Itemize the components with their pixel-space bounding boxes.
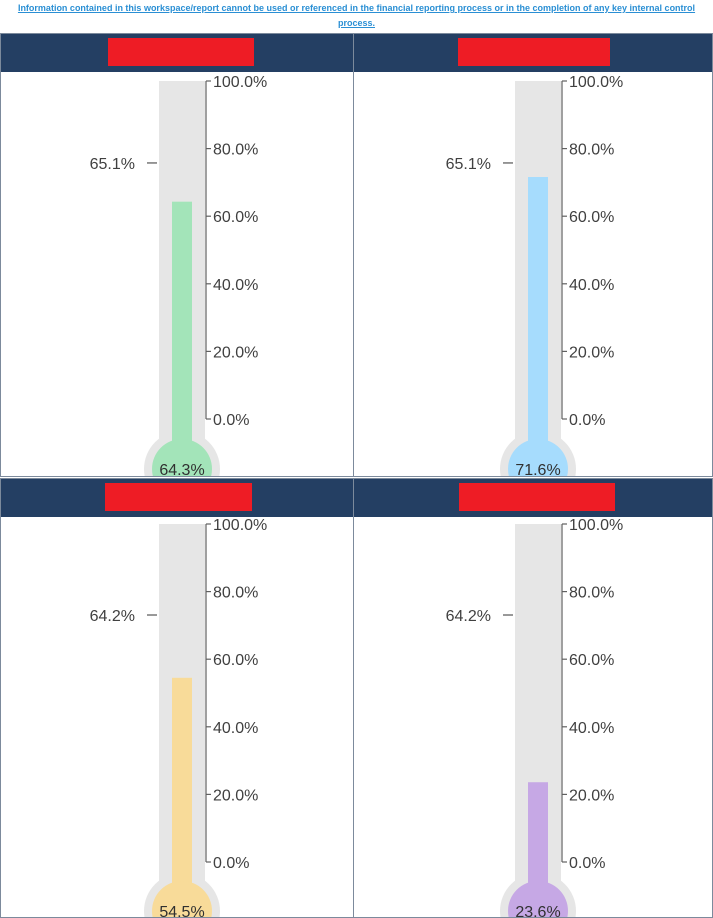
disclaimer-link[interactable]: Information contained in this workspace/… (0, 0, 713, 32)
disclaimer-line-2[interactable]: process. (337, 18, 376, 28)
tick-label: 40.0% (569, 277, 614, 294)
value-label: 71.6% (515, 462, 560, 477)
redacted-title (108, 38, 254, 66)
thermometer-panel-2: 71.6% 0.0% 20.0% 40.0% 60.0% 80.0% 100.0% 65.1% (353, 33, 713, 477)
thermometer-fill (528, 176, 548, 469)
redacted-title (459, 483, 615, 511)
thermometer-bulb-fill (152, 881, 212, 917)
tick-label: 100.0% (213, 517, 267, 534)
panel-header (354, 479, 712, 517)
thermometer-chart: 23.6% 0.0% 20.0% 40.0% 60.0% 80.0% 100.0% 64.2% (446, 517, 623, 918)
tick-label: 100.0% (569, 517, 623, 534)
target-label: 65.1% (446, 156, 491, 173)
panel-header (354, 34, 712, 72)
target-label: 65.1% (90, 156, 135, 173)
tick-label: 0.0% (213, 412, 249, 429)
tick-label: 60.0% (569, 209, 614, 226)
tick-label: 0.0% (569, 855, 605, 872)
target-label: 64.2% (446, 608, 491, 625)
thermometer-fill (528, 782, 548, 911)
thermometer-fill (172, 201, 192, 469)
tick-label: 60.0% (213, 209, 258, 226)
value-label: 23.6% (515, 904, 560, 918)
tick-label: 20.0% (213, 344, 258, 361)
tick-label: 40.0% (213, 720, 258, 737)
thermometer-bulb-fill (508, 439, 568, 476)
thermometer-chart: 54.5% 0.0% 20.0% 40.0% 60.0% 80.0% 100.0% 64.2% (90, 517, 267, 918)
thermometer-panel-1: 64.3% 0.0% 20.0% 40.0% 60.0% 80.0% 100.0% 65.1% (0, 33, 354, 477)
tick-label: 80.0% (569, 585, 614, 602)
panel-header (1, 34, 353, 72)
thermometer-chart: 64.3% 0.0% 20.0% 40.0% 60.0% 80.0% 100.0% 65.1% (90, 74, 267, 477)
redacted-title (105, 483, 252, 511)
value-label: 64.3% (159, 462, 204, 477)
tick-label: 60.0% (569, 652, 614, 669)
tick-label: 80.0% (213, 585, 258, 602)
panel-header (1, 479, 353, 517)
tick-label: 100.0% (569, 74, 623, 91)
thermometer-fill (172, 677, 192, 911)
thermometer-panel-4: 23.6% 0.0% 20.0% 40.0% 60.0% 80.0% 100.0% 64.2% (353, 478, 713, 918)
target-label: 64.2% (90, 608, 135, 625)
tick-label: 80.0% (213, 142, 258, 159)
tick-label: 0.0% (569, 412, 605, 429)
redacted-title (458, 38, 610, 66)
tick-label: 40.0% (569, 720, 614, 737)
tick-label: 80.0% (569, 142, 614, 159)
tick-label: 20.0% (569, 344, 614, 361)
tick-label: 100.0% (213, 74, 267, 91)
tick-label: 60.0% (213, 652, 258, 669)
thermometer-panel-3: 54.5% 0.0% 20.0% 40.0% 60.0% 80.0% 100.0% 64.2% (0, 478, 354, 918)
tick-label: 20.0% (569, 787, 614, 804)
tick-label: 20.0% (213, 787, 258, 804)
thermometer-bulb-fill (508, 881, 568, 917)
thermometer-chart: 71.6% 0.0% 20.0% 40.0% 60.0% 80.0% 100.0% 65.1% (446, 74, 623, 477)
disclaimer-line-1[interactable]: Information contained in this workspace/… (17, 3, 696, 13)
tick-label: 0.0% (213, 855, 249, 872)
value-label: 54.5% (159, 904, 204, 918)
thermometer-bulb-fill (152, 439, 212, 476)
tick-label: 40.0% (213, 277, 258, 294)
